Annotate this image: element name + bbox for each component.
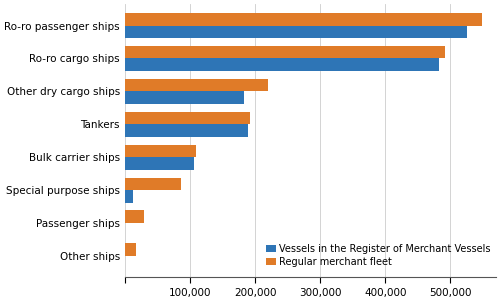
Bar (126, 79, 268, 91)
Bar (126, 59, 438, 71)
Bar (126, 145, 196, 157)
Bar (126, 46, 445, 59)
Bar (126, 178, 180, 190)
Bar (126, 190, 133, 203)
Bar (126, 26, 466, 38)
Legend: Vessels in the Register of Merchant Vessels, Regular merchant fleet: Vessels in the Register of Merchant Vess… (266, 244, 491, 267)
Bar (126, 91, 244, 104)
Bar (126, 157, 194, 170)
Bar (126, 13, 482, 26)
Bar (126, 210, 144, 223)
Bar (126, 112, 250, 124)
Bar (126, 124, 248, 137)
Bar (126, 243, 136, 256)
